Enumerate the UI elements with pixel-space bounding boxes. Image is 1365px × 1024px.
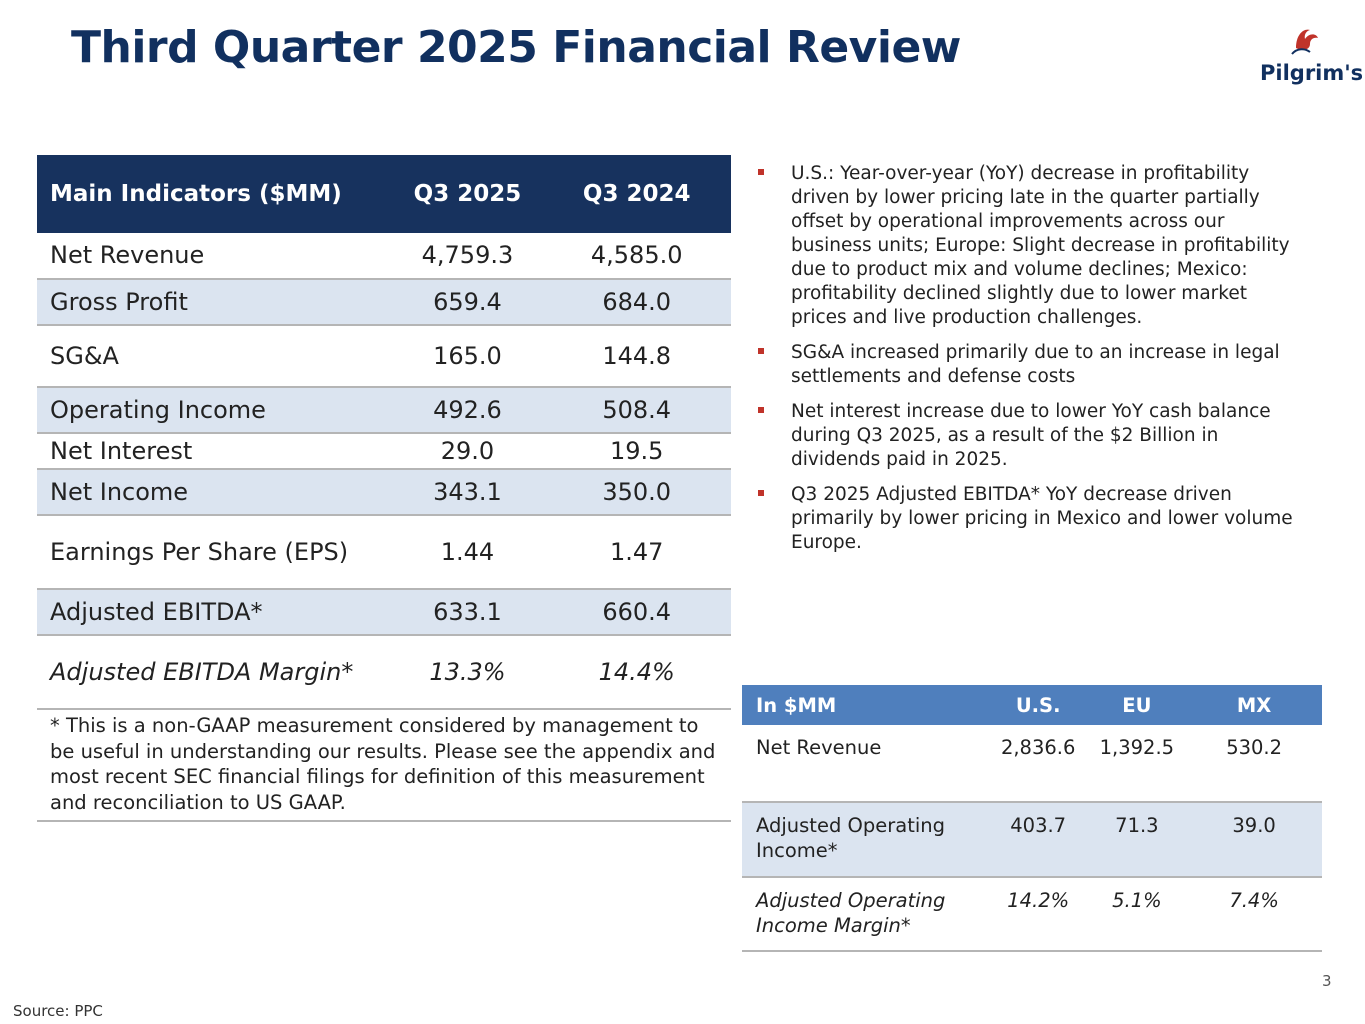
cell-q3-2025: 13.3% bbox=[392, 635, 543, 710]
logo-wordmark: Pilgrim's bbox=[1260, 61, 1362, 85]
cell-us: 14.2% bbox=[988, 877, 1088, 952]
cell-mx: 530.2 bbox=[1186, 725, 1322, 803]
row-label: Net Income bbox=[37, 469, 393, 516]
bullet-item: Net interest increase due to lower YoY c… bbox=[755, 400, 1295, 472]
cell-q3-2025: 633.1 bbox=[392, 589, 543, 636]
square-bullet-icon bbox=[758, 348, 764, 354]
column-header-indicator: Main Indicators ($MM) bbox=[37, 155, 393, 233]
row-label: Gross Profit bbox=[37, 279, 393, 326]
cell-q3-2025: 1.44 bbox=[392, 515, 543, 590]
table-row-net-interest: Net Interest 29.0 19.5 bbox=[37, 433, 731, 470]
square-bullet-icon bbox=[758, 169, 764, 175]
row-label: SG&A bbox=[37, 325, 393, 388]
cell-q3-2024: 508.4 bbox=[542, 387, 731, 434]
segment-row-adjusted-operating-income: Adjusted Operating Income* 403.7 71.3 39… bbox=[742, 802, 1322, 878]
cell-q3-2024: 144.8 bbox=[542, 325, 731, 388]
commentary-bullet-list: U.S.: Year-over-year (YoY) decrease in p… bbox=[755, 162, 1295, 566]
row-label: Earnings Per Share (EPS) bbox=[37, 515, 393, 590]
bullet-item: SG&A increased primarily due to an incre… bbox=[755, 341, 1295, 389]
table-row-operating-income: Operating Income 492.6 508.4 bbox=[37, 387, 731, 434]
table-row-adjusted-ebitda-margin: Adjusted EBITDA Margin* 13.3% 14.4% bbox=[37, 635, 731, 710]
cell-q3-2024: 19.5 bbox=[542, 433, 731, 470]
page-number: 3 bbox=[1322, 972, 1332, 990]
column-header-q3-2025: Q3 2025 bbox=[392, 155, 543, 233]
pilgrims-logo: Pilgrim's bbox=[1252, 24, 1362, 90]
cell-us: 2,836.6 bbox=[988, 725, 1088, 803]
row-label: Adjusted EBITDA Margin* bbox=[37, 635, 393, 710]
row-label: Adjusted Operating Income* bbox=[742, 802, 989, 878]
source-note: Source: PPC bbox=[13, 1002, 103, 1020]
cell-q3-2025: 659.4 bbox=[392, 279, 543, 326]
segment-row-net-revenue: Net Revenue 2,836.6 1,392.5 530.2 bbox=[742, 725, 1322, 803]
cell-q3-2024: 684.0 bbox=[542, 279, 731, 326]
cell-q3-2024: 350.0 bbox=[542, 469, 731, 516]
row-label: Adjusted Operating Income Margin* bbox=[742, 877, 989, 952]
cell-q3-2025: 4,759.3 bbox=[392, 233, 543, 280]
table-header-row: Main Indicators ($MM) Q3 2025 Q3 2024 bbox=[37, 155, 731, 233]
cell-q3-2025: 492.6 bbox=[392, 387, 543, 434]
column-header-in-mm: In $MM bbox=[742, 685, 989, 725]
cell-q3-2025: 165.0 bbox=[392, 325, 543, 388]
square-bullet-icon bbox=[758, 490, 764, 496]
main-indicators-table: Main Indicators ($MM) Q3 2025 Q3 2024 Ne… bbox=[37, 155, 731, 710]
bullet-text: U.S.: Year-over-year (YoY) decrease in p… bbox=[791, 163, 1290, 328]
cell-mx: 39.0 bbox=[1186, 802, 1322, 878]
bullet-text: SG&A increased primarily due to an incre… bbox=[791, 342, 1280, 387]
segment-row-adjusted-operating-income-margin: Adjusted Operating Income Margin* 14.2% … bbox=[742, 877, 1322, 952]
bullet-text: Q3 2025 Adjusted EBITDA* YoY decrease dr… bbox=[791, 484, 1293, 553]
cell-q3-2025: 29.0 bbox=[392, 433, 543, 470]
cell-q3-2024: 1.47 bbox=[542, 515, 731, 590]
square-bullet-icon bbox=[758, 407, 764, 413]
cell-eu: 1,392.5 bbox=[1087, 725, 1187, 803]
table-row-net-income: Net Income 343.1 350.0 bbox=[37, 469, 731, 516]
column-header-mx: MX bbox=[1186, 685, 1322, 725]
row-label: Operating Income bbox=[37, 387, 393, 434]
table-row-sga: SG&A 165.0 144.8 bbox=[37, 325, 731, 388]
cell-mx: 7.4% bbox=[1186, 877, 1322, 952]
table-row-gross-profit: Gross Profit 659.4 684.0 bbox=[37, 279, 731, 326]
row-label: Adjusted EBITDA* bbox=[37, 589, 393, 636]
cell-q3-2024: 14.4% bbox=[542, 635, 731, 710]
cell-q3-2024: 4,585.0 bbox=[542, 233, 731, 280]
row-label: Net Revenue bbox=[742, 725, 989, 803]
segment-table: In $MM U.S. EU MX Net Revenue 2,836.6 1,… bbox=[742, 685, 1322, 952]
segment-header-row: In $MM U.S. EU MX bbox=[742, 685, 1322, 725]
rooster-icon bbox=[1296, 29, 1318, 50]
cell-eu: 71.3 bbox=[1087, 802, 1187, 878]
row-label: Net Revenue bbox=[37, 233, 393, 280]
cell-q3-2024: 660.4 bbox=[542, 589, 731, 636]
column-header-eu: EU bbox=[1087, 685, 1187, 725]
cell-eu: 5.1% bbox=[1087, 877, 1187, 952]
cell-q3-2025: 343.1 bbox=[392, 469, 543, 516]
bullet-item: U.S.: Year-over-year (YoY) decrease in p… bbox=[755, 162, 1295, 330]
column-header-us: U.S. bbox=[988, 685, 1088, 725]
cell-us: 403.7 bbox=[988, 802, 1088, 878]
bullet-text: Net interest increase due to lower YoY c… bbox=[791, 401, 1271, 470]
table-row-net-revenue: Net Revenue 4,759.3 4,585.0 bbox=[37, 233, 731, 280]
non-gaap-footnote: * This is a non-GAAP measurement conside… bbox=[37, 708, 731, 822]
bullet-item: Q3 2025 Adjusted EBITDA* YoY decrease dr… bbox=[755, 483, 1295, 555]
column-header-q3-2024: Q3 2024 bbox=[542, 155, 731, 233]
table-row-eps: Earnings Per Share (EPS) 1.44 1.47 bbox=[37, 515, 731, 590]
row-label: Net Interest bbox=[37, 433, 393, 470]
slide-title: Third Quarter 2025 Financial Review bbox=[71, 22, 961, 73]
table-row-adjusted-ebitda: Adjusted EBITDA* 633.1 660.4 bbox=[37, 589, 731, 636]
